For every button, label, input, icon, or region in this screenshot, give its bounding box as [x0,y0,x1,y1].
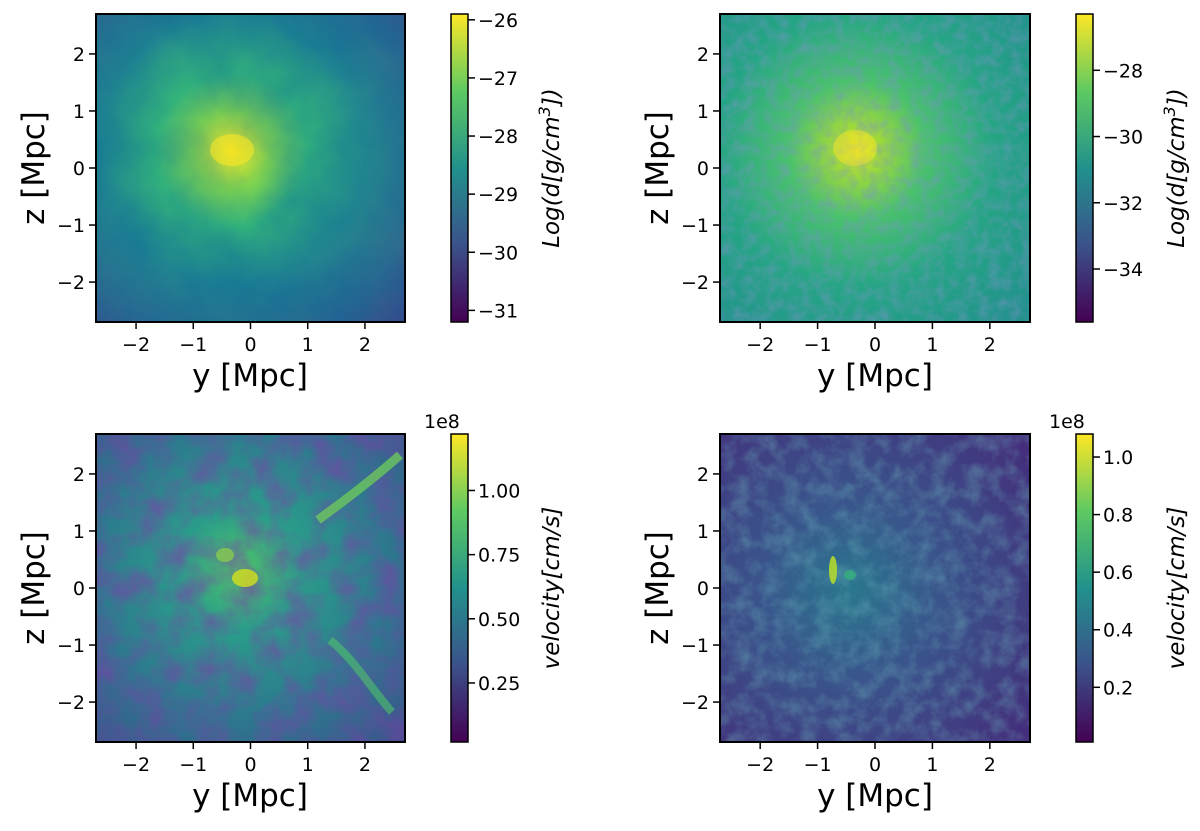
colorbar-tick-label: 0.2 [1103,677,1133,699]
colorbar-label: velocity[cm/s] [539,507,565,670]
colorbar-gradient [1075,433,1094,743]
y-axis: −2 −1 0 1 2 [681,464,720,714]
colorbar-tick-label: −30 [1103,127,1143,149]
y-tick-label: −2 [57,272,85,294]
x-tick-label: 1 [926,754,938,776]
y-axis-label: z [Mpc] [640,531,676,645]
x-axis-label: y [Mpc] [192,778,308,814]
colorbar-tick-label: −28 [1103,60,1143,82]
colorbar-tick-label: 0.4 [1103,620,1133,642]
colorbar-tick-label: 0.6 [1103,562,1133,584]
colorbar-label: velocity[cm/s] [1164,507,1190,670]
x-axis-label: y [Mpc] [192,358,308,394]
x-tick-label: 1 [302,754,314,776]
colorbar-tick-label: −31 [478,300,518,322]
x-tick-label: −1 [804,754,832,776]
colorbar-tick-label: −28 [478,126,518,148]
y-tick-label: −2 [681,692,709,714]
colorbar-tick-label: −26 [478,10,518,32]
panel-density-noisy: −2 −1 0 1 2 −2 −1 0 1 2 y [Mpc] z [Mpc] −28 −30 −3… [640,13,1190,394]
y-tick-label: 1 [73,521,85,543]
colorbar-gradient [450,433,469,743]
colorbar-tick-label: 0.50 [478,609,520,631]
x-tick-label: −2 [122,754,150,776]
x-tick-label: −1 [804,334,832,356]
x-tick-label: 0 [869,754,881,776]
panel-velocity-noisy: −2 −1 0 1 2 −2 −1 0 1 2 y [Mpc] z [Mpc] 1.0 0.8 0.… [640,411,1190,814]
x-axis: −2 −1 0 1 2 [746,742,996,776]
x-axis: −2 −1 0 1 2 [122,322,371,356]
y-tick-label: 2 [73,464,85,486]
x-tick-label: −2 [746,334,774,356]
colorbar-tick-label: −34 [1103,259,1143,281]
x-tick-label: −2 [746,754,774,776]
x-tick-label: 0 [244,334,256,356]
colorbar-tick-label: 0.75 [478,545,520,567]
x-tick-label: 2 [359,334,371,356]
x-tick-label: 2 [984,754,996,776]
y-axis: −2 −1 0 1 2 [57,44,96,294]
x-axis-label: y [Mpc] [817,778,933,814]
x-tick-label: 0 [869,334,881,356]
colorbar-tick-label: 1.0 [1103,447,1133,469]
colorbar-tick-label: 0.25 [478,673,520,695]
colorbar: −26 −27 −28 −29 −30 −31 Log(d[g/cm3]) [450,10,565,323]
x-axis: −2 −1 0 1 2 [746,322,996,356]
colorbar-offset-text: 1e8 [424,411,460,433]
y-tick-label: 1 [697,521,709,543]
y-tick-label: 0 [697,158,709,180]
x-tick-label: −1 [179,754,207,776]
y-tick-label: −1 [57,215,85,237]
y-axis-label: z [Mpc] [16,531,52,645]
colorbar: 1.00 0.75 0.50 0.25 1e8 velocity[cm/s] [424,411,565,743]
colorbar-tick-label: 0.8 [1103,505,1133,527]
x-axis: −2 −1 0 1 2 [122,742,371,776]
x-tick-label: 1 [926,334,938,356]
colorbar-gradient [450,13,469,323]
x-tick-label: −2 [122,334,150,356]
colorbar-label: Log(d[g/cm3]) [535,88,565,248]
y-tick-label: 1 [697,101,709,123]
colorbar: 1.0 0.8 0.6 0.4 0.2 1e8 velocity[cm/s] [1049,411,1190,743]
colorbar-gradient [1075,13,1094,323]
colorbar-tick-label: −27 [478,68,518,90]
colorbar: −28 −30 −32 −34 Log(d[g/cm3]) [1075,13,1190,323]
heatmap-image [720,434,1030,742]
y-axis: −2 −1 0 1 2 [681,44,720,294]
colorbar-label: Log(d[g/cm3]) [1160,88,1190,248]
x-tick-label: 1 [302,334,314,356]
y-axis-label: z [Mpc] [16,111,52,225]
y-tick-label: 2 [697,464,709,486]
y-tick-label: 1 [73,101,85,123]
y-tick-label: −1 [57,635,85,657]
y-tick-label: −2 [681,272,709,294]
colorbar-offset-text: 1e8 [1049,411,1085,433]
colorbar-tick-label: −30 [478,242,518,264]
y-tick-label: 2 [697,44,709,66]
heatmap-image [96,434,405,742]
y-tick-label: 2 [73,44,85,66]
x-tick-label: 2 [359,754,371,776]
y-tick-label: −2 [57,692,85,714]
y-tick-label: −1 [681,635,709,657]
colorbar-tick-label: −32 [1103,193,1143,215]
y-axis-label: z [Mpc] [640,111,676,225]
x-axis-label: y [Mpc] [817,358,933,394]
y-tick-label: 0 [73,158,85,180]
y-axis: −2 −1 0 1 2 [57,464,96,714]
heatmap-image [96,14,405,322]
colorbar-tick-label: 1.00 [478,480,520,502]
x-tick-label: 0 [244,754,256,776]
y-tick-label: 0 [73,578,85,600]
x-tick-label: 2 [984,334,996,356]
colorbar-tick-label: −29 [478,184,518,206]
y-tick-label: 0 [697,578,709,600]
heatmap-image [720,14,1030,322]
panel-velocity-smooth: −2 −1 0 1 2 −2 −1 0 1 2 y [Mpc] z [Mpc] 1.00 0.75… [16,411,565,814]
x-tick-label: −1 [179,334,207,356]
y-tick-label: −1 [681,215,709,237]
